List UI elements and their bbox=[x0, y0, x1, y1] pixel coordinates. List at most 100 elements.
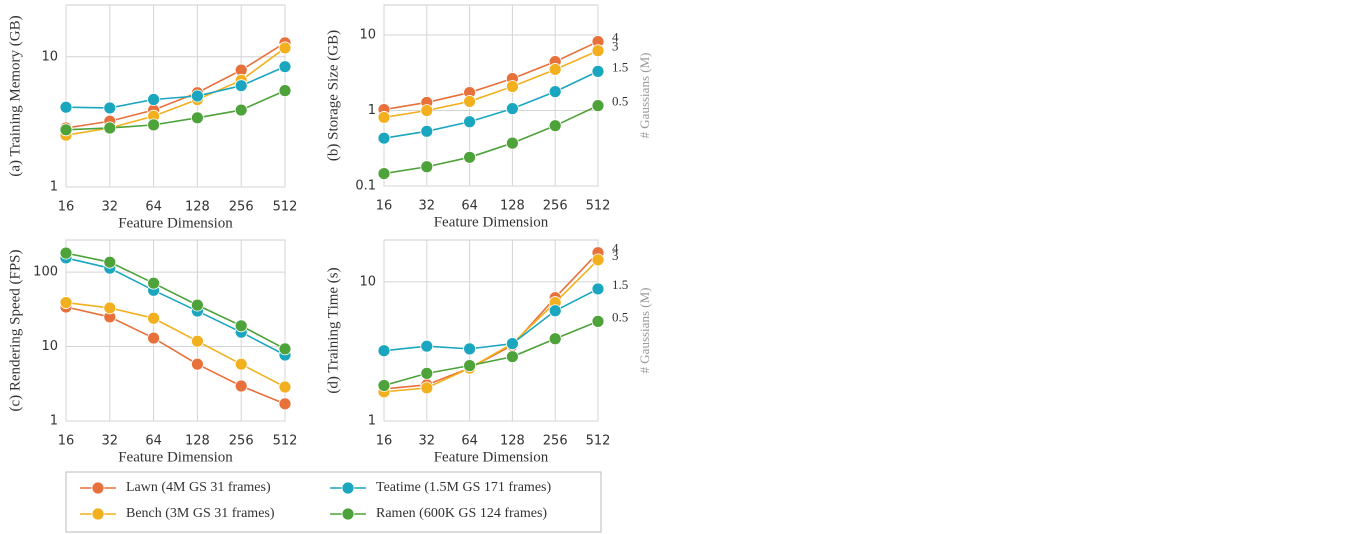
data-point bbox=[234, 357, 248, 371]
legend-label: Bench (3M GS 31 frames) bbox=[126, 506, 275, 521]
data-point bbox=[506, 337, 519, 351]
series-line bbox=[383, 288, 599, 352]
series-line bbox=[383, 259, 599, 393]
data-point bbox=[190, 89, 204, 103]
x-tick-label: 32 bbox=[419, 199, 436, 214]
y2-axis-label: # Gaussians (M) bbox=[637, 53, 652, 139]
data-point bbox=[59, 246, 73, 260]
y-tick-label: 10 bbox=[359, 274, 376, 289]
series-line bbox=[383, 70, 599, 139]
series-line bbox=[65, 306, 286, 405]
x-tick-label: 16 bbox=[376, 434, 393, 449]
data-point bbox=[103, 121, 117, 135]
data-point bbox=[147, 118, 161, 132]
gaussians-label: 4 bbox=[612, 30, 619, 45]
gaussians-label: 0.5 bbox=[612, 94, 628, 109]
data-point bbox=[548, 119, 562, 133]
data-point bbox=[234, 379, 248, 393]
x-tick-label: 512 bbox=[586, 434, 611, 449]
data-point bbox=[463, 342, 477, 356]
y-axis-label: (c) Rendering Speed (FPS) bbox=[7, 249, 23, 411]
series-line bbox=[65, 252, 286, 350]
x-tick-label: 256 bbox=[229, 434, 254, 449]
y-tick-label: 10 bbox=[41, 339, 58, 354]
y-tick-label: 10 bbox=[359, 28, 376, 43]
plot-area bbox=[383, 239, 599, 422]
legend-marker bbox=[341, 507, 355, 521]
data-point bbox=[190, 357, 204, 371]
data-point bbox=[591, 44, 605, 58]
x-axis-label: Feature Dimension bbox=[434, 449, 549, 465]
data-point bbox=[147, 331, 161, 345]
x-tick-label: 16 bbox=[376, 199, 393, 214]
x-tick-label: 128 bbox=[500, 199, 525, 214]
data-point bbox=[190, 298, 204, 312]
data-point bbox=[591, 282, 605, 296]
data-point bbox=[377, 344, 391, 358]
x-tick-label: 256 bbox=[543, 199, 568, 214]
legend-marker bbox=[341, 481, 355, 495]
data-point bbox=[278, 84, 292, 98]
data-point bbox=[278, 380, 292, 394]
y-tick-label: 10 bbox=[41, 49, 58, 64]
series-line bbox=[65, 257, 286, 356]
data-point bbox=[548, 332, 562, 346]
x-axis-label: Feature Dimension bbox=[118, 449, 233, 465]
x-tick-label: 128 bbox=[185, 200, 210, 215]
plot-area bbox=[383, 4, 599, 187]
gaussians-label: 3 bbox=[612, 39, 619, 54]
data-point bbox=[463, 95, 477, 108]
y2-axis-label: # Gaussians (M) bbox=[637, 288, 652, 374]
x-axis-label: Feature Dimension bbox=[118, 215, 233, 231]
legend-label: Lawn (4M GS 31 frames) bbox=[126, 480, 271, 495]
data-point bbox=[278, 342, 292, 356]
data-point bbox=[420, 339, 434, 353]
series-line bbox=[65, 42, 286, 129]
x-tick-label: 32 bbox=[102, 200, 119, 215]
x-tick-label: 128 bbox=[500, 434, 525, 449]
data-point bbox=[377, 167, 391, 180]
data-point bbox=[591, 64, 605, 78]
series-line bbox=[65, 47, 286, 136]
x-tick-label: 256 bbox=[229, 200, 254, 215]
x-axis-label: Feature Dimension bbox=[434, 214, 549, 230]
data-point bbox=[506, 350, 519, 364]
x-tick-label: 512 bbox=[273, 200, 298, 215]
series-line bbox=[65, 65, 286, 109]
data-point bbox=[591, 99, 605, 113]
data-point bbox=[506, 80, 519, 93]
legend-box bbox=[65, 471, 602, 533]
data-point bbox=[420, 104, 434, 117]
y-axis-label: (a) Training Memory (GB) bbox=[7, 15, 23, 176]
y-tick-label: 1 bbox=[50, 180, 58, 195]
gaussians-label: 1.5 bbox=[612, 59, 628, 74]
series-line bbox=[383, 40, 599, 111]
x-tick-label: 32 bbox=[102, 434, 119, 449]
gaussians-label: 0.5 bbox=[612, 309, 628, 324]
data-point bbox=[103, 101, 117, 115]
data-point bbox=[234, 103, 248, 117]
data-point bbox=[190, 111, 204, 125]
gaussians-label: 3 bbox=[612, 248, 619, 263]
data-point bbox=[147, 93, 161, 106]
x-tick-label: 256 bbox=[543, 434, 568, 449]
series-line bbox=[383, 104, 599, 175]
x-tick-label: 32 bbox=[419, 434, 436, 449]
data-point bbox=[278, 397, 292, 411]
data-point bbox=[420, 381, 434, 395]
data-point bbox=[103, 255, 117, 269]
data-point bbox=[548, 85, 562, 99]
x-tick-label: 128 bbox=[185, 434, 210, 449]
x-tick-label: 512 bbox=[586, 199, 611, 214]
data-point bbox=[103, 301, 117, 315]
legend-marker bbox=[91, 481, 105, 495]
data-point bbox=[59, 296, 73, 309]
data-point bbox=[463, 115, 477, 129]
data-point bbox=[548, 304, 562, 318]
series-line bbox=[383, 320, 599, 387]
legend-label: Teatime (1.5M GS 171 frames) bbox=[376, 480, 551, 495]
x-tick-label: 64 bbox=[461, 434, 478, 449]
gaussians-label: 4 bbox=[612, 241, 619, 256]
y-tick-label: 0.1 bbox=[355, 179, 376, 194]
y-tick-label: 1 bbox=[368, 103, 376, 118]
